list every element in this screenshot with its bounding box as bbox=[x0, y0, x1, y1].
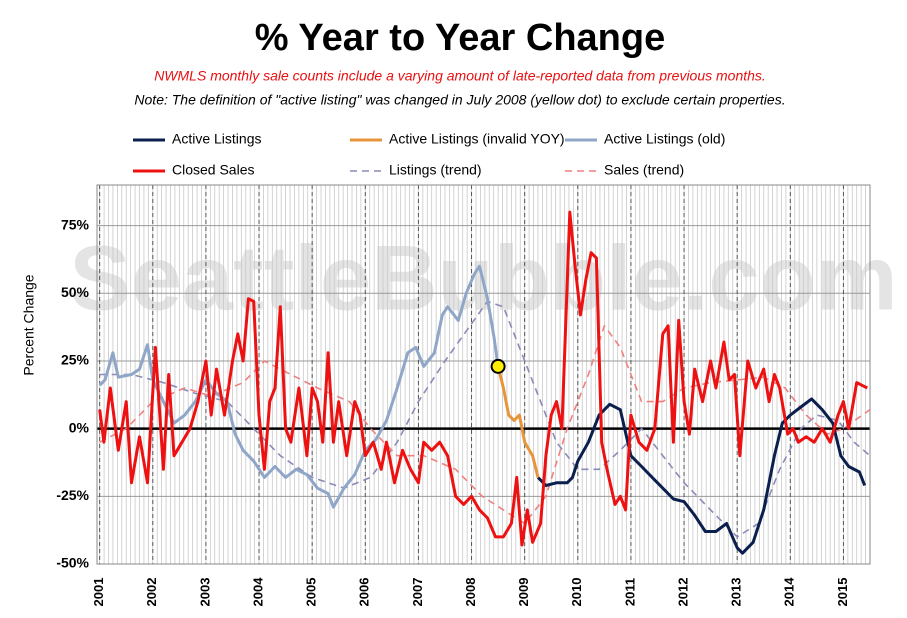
legend-label: Active Listings bbox=[172, 131, 261, 147]
y-axis-label: Percent Change bbox=[21, 274, 37, 375]
legend-label: Closed Sales bbox=[172, 162, 255, 178]
x-tick-label: 2013 bbox=[729, 578, 744, 607]
y-tick-label: 50% bbox=[61, 284, 90, 300]
x-tick-label: 2001 bbox=[91, 578, 106, 607]
x-tick-label: 2009 bbox=[516, 578, 531, 607]
x-tick-label: 2008 bbox=[463, 578, 478, 607]
chart-title: % Year to Year Change bbox=[255, 17, 665, 59]
series-line bbox=[98, 264, 500, 509]
y-tick-label: -25% bbox=[56, 487, 89, 503]
legend-label: Active Listings (old) bbox=[604, 131, 725, 147]
x-tick-label: 2012 bbox=[675, 578, 690, 607]
x-tick-label: 2004 bbox=[250, 577, 265, 607]
x-tick-label: 2005 bbox=[304, 578, 319, 607]
highlight-dot bbox=[490, 358, 506, 374]
y-tick-label: -50% bbox=[56, 555, 89, 571]
legend-label: Listings (trend) bbox=[389, 162, 482, 178]
y-tick-label: 25% bbox=[61, 352, 90, 368]
x-tick-label: 2015 bbox=[835, 578, 850, 607]
x-tick-label: 2014 bbox=[782, 577, 797, 607]
series-line bbox=[496, 366, 540, 478]
series-line bbox=[536, 397, 867, 555]
x-tick-label: 2010 bbox=[569, 578, 584, 607]
x-tick-label: 2003 bbox=[197, 578, 212, 607]
plot-border bbox=[96, 184, 871, 565]
x-tick-label: 2002 bbox=[144, 578, 159, 607]
note: Note: The definition of "active listing"… bbox=[134, 92, 785, 108]
x-tick-label: 2006 bbox=[357, 578, 372, 607]
legend-label: Sales (trend) bbox=[604, 162, 684, 178]
x-tick-label: 2007 bbox=[410, 578, 425, 607]
series-line bbox=[98, 210, 868, 547]
x-tick-label: 2011 bbox=[622, 578, 637, 606]
series-line bbox=[99, 325, 870, 525]
y-tick-label: 0% bbox=[69, 419, 90, 435]
legend-label: Active Listings (invalid YOY) bbox=[389, 131, 565, 147]
subtitle: NWMLS monthly sale counts include a vary… bbox=[154, 68, 766, 84]
y-tick-label: 75% bbox=[61, 216, 90, 232]
